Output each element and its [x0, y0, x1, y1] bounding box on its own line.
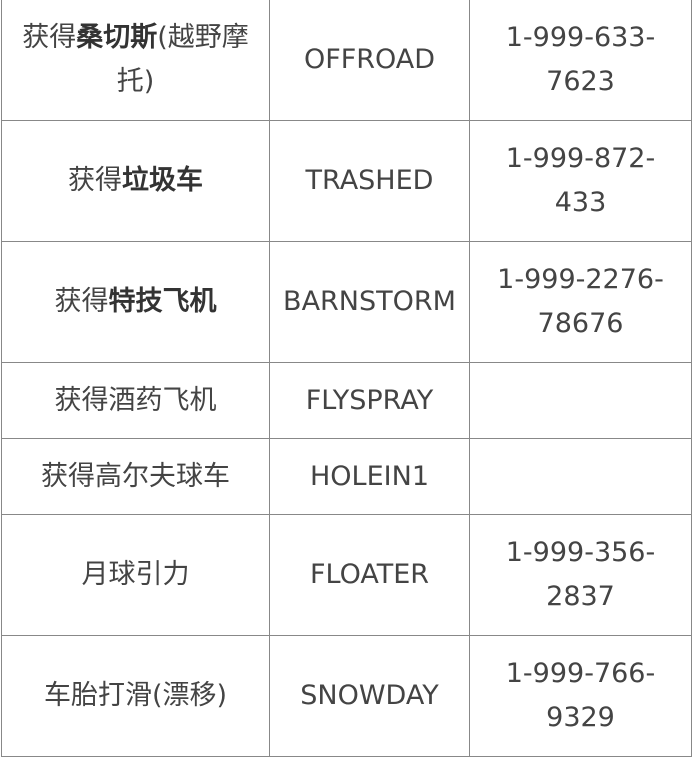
effect-text: 获得 — [22, 22, 77, 53]
code-cell: FLYSPRAY — [269, 362, 470, 439]
table-row: 获得垃圾车 TRASHED 1-999-872-433 — [1, 120, 692, 242]
effect-bold-text: 垃圾车 — [122, 165, 203, 196]
phone-cell: 1-999-356-2837 — [469, 514, 692, 636]
effect-bold-text: 特技飞机 — [108, 286, 217, 317]
phone-cell: 1-999-2276-78676 — [469, 241, 692, 363]
table-row: 月球引力 FLOATER 1-999-356-2837 — [1, 514, 692, 636]
effect-text: 获得 — [54, 286, 109, 317]
effect-bold-text: 桑切斯 — [76, 22, 158, 53]
effect-cell: 获得特技飞机 — [1, 241, 270, 363]
code-cell: SNOWDAY — [269, 635, 470, 757]
code-cell: TRASHED — [269, 120, 470, 242]
phone-cell: 1-999-633-7623 — [469, 0, 692, 121]
code-cell: HOLEIN1 — [269, 438, 470, 515]
phone-cell — [469, 362, 692, 439]
code-cell: OFFROAD — [269, 0, 470, 121]
table-row: 获得酒药飞机 FLYSPRAY — [1, 362, 692, 439]
effect-cell: 获得垃圾车 — [1, 120, 270, 242]
phone-cell — [469, 438, 692, 515]
effect-cell: 获得酒药飞机 — [1, 362, 270, 439]
phone-cell: 1-999-872-433 — [469, 120, 692, 242]
table-row: 获得特技飞机 BARNSTORM 1-999-2276-78676 — [1, 241, 692, 363]
effect-text: (越野摩托) — [116, 22, 249, 97]
effect-cell: 月球引力 — [1, 514, 270, 636]
table-row: 车胎打滑(漂移) SNOWDAY 1-999-766-9329 — [1, 635, 692, 757]
effect-text: 获得 — [68, 165, 122, 196]
table-row: 获得高尔夫球车 HOLEIN1 — [1, 438, 692, 515]
code-cell: BARNSTORM — [269, 241, 470, 363]
code-cell: FLOATER — [269, 514, 470, 636]
effect-cell: 获得桑切斯(越野摩托) — [1, 0, 270, 121]
phone-cell: 1-999-766-9329 — [469, 635, 692, 757]
table-row: 获得桑切斯(越野摩托) OFFROAD 1-999-633-7623 — [1, 0, 692, 121]
effect-cell: 车胎打滑(漂移) — [1, 635, 270, 757]
effect-cell: 获得高尔夫球车 — [1, 438, 270, 515]
